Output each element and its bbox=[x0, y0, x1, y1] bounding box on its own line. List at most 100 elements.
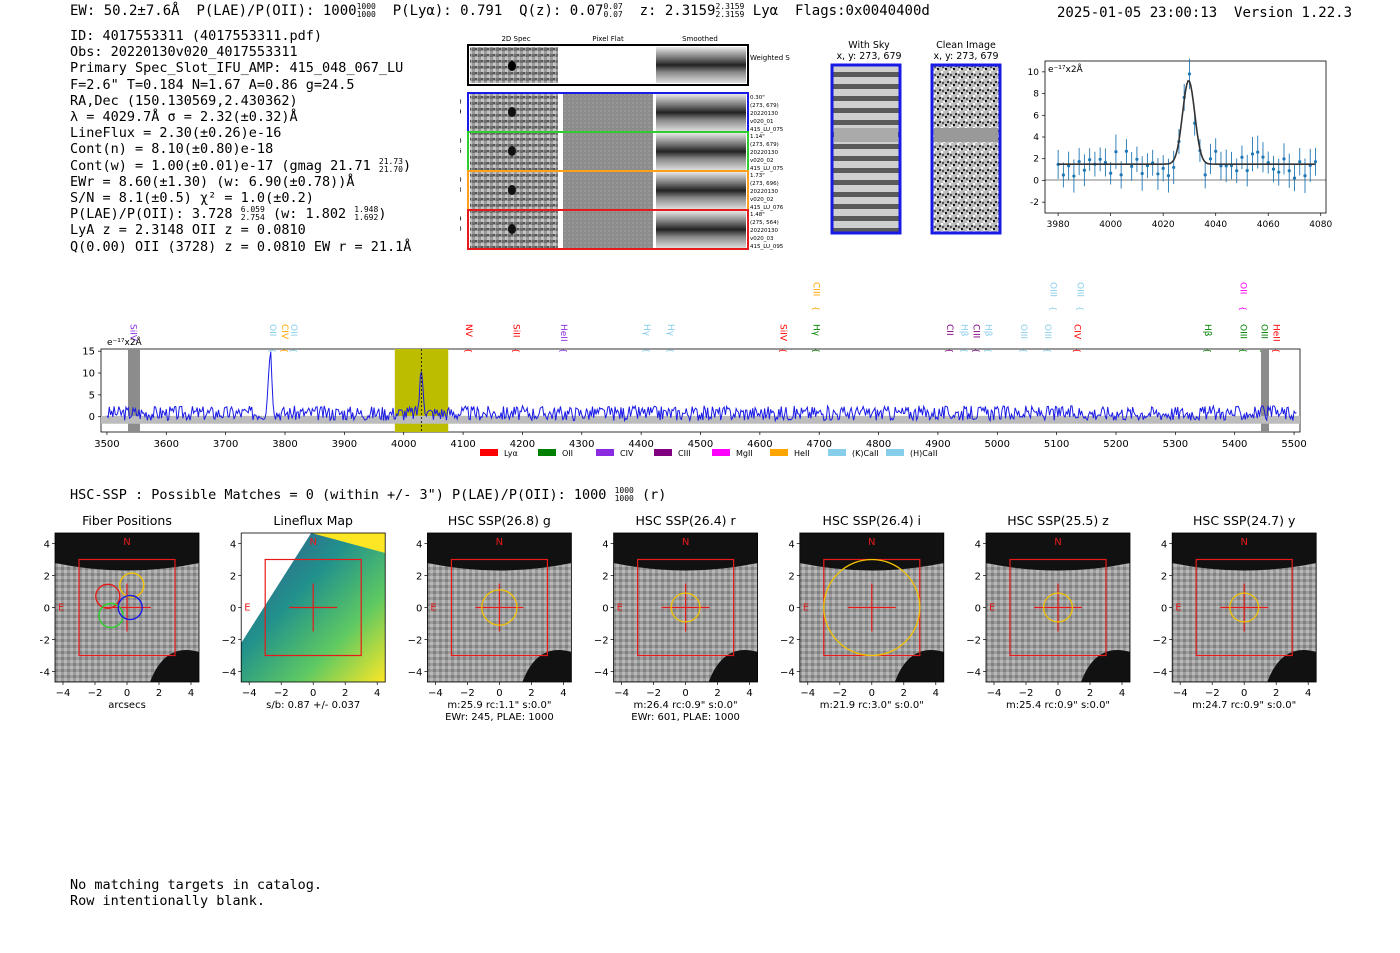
cutout-source bbox=[508, 146, 516, 156]
emission-line-bracket: { bbox=[512, 348, 521, 353]
zoom-y-tick-label: 4 bbox=[1033, 133, 1039, 143]
emission-line-bracket: { bbox=[1271, 348, 1280, 353]
zoom-data-point bbox=[1166, 174, 1171, 178]
cutout-right-label: 1.14" bbox=[750, 134, 765, 140]
bright-source-top bbox=[1172, 533, 1317, 571]
fiber-circle bbox=[119, 572, 145, 598]
cutout-right-label: 20220130 bbox=[750, 189, 778, 195]
hsc-x-tick-label: 0 bbox=[869, 688, 875, 699]
ew-value: EW: 50.2±7.6Å bbox=[70, 3, 180, 19]
cutout-right-label: (273, 679) bbox=[750, 142, 779, 148]
search-box bbox=[450, 558, 548, 657]
hsc-y-tick-label: 2 bbox=[602, 572, 608, 583]
zoom-data-point bbox=[1072, 174, 1076, 178]
bright-source-top bbox=[986, 533, 1130, 571]
zoom-y-tick-label: 6 bbox=[1033, 111, 1039, 121]
weighted-sum-label: Weighted Sum bbox=[750, 54, 790, 62]
legend-swatch bbox=[480, 449, 498, 456]
hsc-x-tick-label: −4 bbox=[800, 688, 815, 699]
cutout-left-label: 1.33 bbox=[460, 186, 462, 194]
cutout-right-label: 415_LU_075 bbox=[750, 127, 784, 133]
hsc-y-tick-label: −2 bbox=[594, 636, 609, 647]
east-label: E bbox=[430, 603, 436, 614]
hsc-x-tick-label: −4 bbox=[614, 688, 629, 699]
emission-line-label: Hγ bbox=[641, 324, 651, 337]
hsc-x-tick-label: −4 bbox=[428, 688, 443, 699]
legend-label: CIII bbox=[678, 449, 691, 458]
hsc-x-tick-label: −4 bbox=[242, 688, 257, 699]
emission-line-label: OIII bbox=[1258, 324, 1268, 339]
hsc-caption-1: arcsecs bbox=[108, 700, 146, 711]
hsc-caption-1: m:21.9 rc:3.0" s:0.0" bbox=[820, 700, 924, 711]
hsc-y-tick-label: −2 bbox=[40, 636, 50, 647]
zoom-data-point bbox=[1114, 150, 1118, 154]
cutout-right-label: 1.48" bbox=[750, 212, 765, 218]
hsc-x-tick-label: 0 bbox=[124, 688, 130, 699]
search-box bbox=[1009, 558, 1107, 657]
spectrum-x-tick-label: 4900 bbox=[925, 439, 950, 450]
aperture-circle bbox=[670, 592, 701, 623]
footer-notes: No matching targets in catalog. Row inte… bbox=[70, 877, 322, 909]
cutout-smoothed bbox=[656, 211, 746, 248]
emission-line-label: CIV bbox=[279, 324, 289, 340]
cutout-pixel-flat bbox=[563, 211, 653, 248]
summary-header: EW: 50.2±7.6Å P(LAE)/P(OII): 1000 1000 100… bbox=[70, 2, 930, 20]
hsc-x-tick-label: 4 bbox=[1119, 688, 1125, 699]
cont-w: Cont(w) = 1.00(±0.01)e-17 (gmag 21.71 21… bbox=[70, 156, 412, 174]
hsc-y-tick-label: 2 bbox=[230, 572, 236, 583]
emission-line-label: CII bbox=[944, 324, 954, 336]
legend-swatch bbox=[886, 449, 904, 456]
emission-line-bracket: { bbox=[983, 348, 992, 353]
primary-spec: Primary Spec_Slot_IFU_AMP: 415_048_067_L… bbox=[70, 60, 404, 77]
emission-line-label: Hβ bbox=[959, 324, 969, 337]
ra-dec: RA,Dec (150.130569,2.430362) bbox=[70, 92, 298, 109]
emission-line-bracket: { bbox=[289, 348, 298, 353]
aperture-circle bbox=[823, 558, 921, 657]
zoom-data-point bbox=[1235, 169, 1239, 173]
spectrum-x-tick-label: 3900 bbox=[332, 439, 357, 450]
hsc-caption-1: m:25.4 rc:0.9" s:0.0" bbox=[1006, 700, 1110, 711]
east-label: E bbox=[617, 603, 623, 614]
zoom-y-tick-label: 2 bbox=[1033, 155, 1039, 165]
emission-line-bracket: { bbox=[972, 348, 981, 353]
spectrum-y-tick-label: 0 bbox=[89, 412, 95, 423]
emission-line-bracket: { bbox=[1203, 348, 1212, 353]
hsc-panel-title: HSC SSP(26.4) i bbox=[823, 513, 921, 528]
zoom-data-point bbox=[1250, 152, 1255, 156]
zoom-data-point bbox=[1313, 160, 1318, 164]
zoom-data-point bbox=[1172, 165, 1176, 170]
emission-line-label: SiIV bbox=[778, 324, 788, 342]
cutout-right-label: 20220130 bbox=[750, 111, 778, 117]
spectrum-x-tick-label: 5100 bbox=[1044, 439, 1069, 450]
zoom-x-tick-label: 4000 bbox=[1099, 220, 1122, 230]
cutout-left-label: 0.10 bbox=[460, 176, 462, 184]
hsc-y-tick-label: −2 bbox=[780, 636, 795, 647]
spectrum-y-tick-label: 15 bbox=[82, 347, 95, 358]
bright-source-top bbox=[55, 533, 199, 571]
zoom-data-point bbox=[1287, 169, 1291, 173]
with-sky-coords: x, y: 273, 679 bbox=[836, 51, 901, 62]
east-label: E bbox=[244, 603, 250, 614]
hsc-panel: HSC SSP(26.4) i N E 4 2 0 −2 −4 −4 −2 0 2 4 m:21.9 rc… bbox=[780, 513, 945, 711]
weighted-sum-row: Weighted Sum bbox=[467, 44, 790, 86]
hsc-panel-title: HSC SSP(24.7) y bbox=[1193, 513, 1296, 528]
cutout-pixel-flat bbox=[563, 172, 653, 209]
sky-panels: With Sky x, y: 273, 679 Clean Image x, y… bbox=[830, 40, 1002, 235]
cutout-right-label: 0.30" bbox=[750, 95, 765, 101]
hsc-y-tick-label: 4 bbox=[975, 540, 981, 551]
emission-line-label: OII bbox=[288, 324, 298, 336]
legend-swatch bbox=[538, 449, 556, 456]
z-range: 2.3159 2.3159 bbox=[715, 2, 745, 19]
aperture-circle bbox=[481, 589, 518, 626]
cutout-right-label: 20220130 bbox=[750, 228, 778, 234]
emission-line-label: OIII bbox=[1042, 324, 1052, 339]
zoom-data-point bbox=[1124, 149, 1129, 153]
hsc-x-tick-label: −4 bbox=[987, 688, 1002, 699]
emission-line-label: SiII bbox=[511, 324, 521, 338]
cutout-pixel-flat bbox=[563, 94, 653, 131]
zoom-data-point bbox=[1271, 167, 1276, 171]
fiber-circle bbox=[117, 594, 143, 621]
zoom-x-tick-label: 3980 bbox=[1047, 220, 1070, 230]
emission-line-label: SiIV bbox=[128, 324, 138, 342]
emission-line-bracket: { bbox=[268, 348, 277, 353]
